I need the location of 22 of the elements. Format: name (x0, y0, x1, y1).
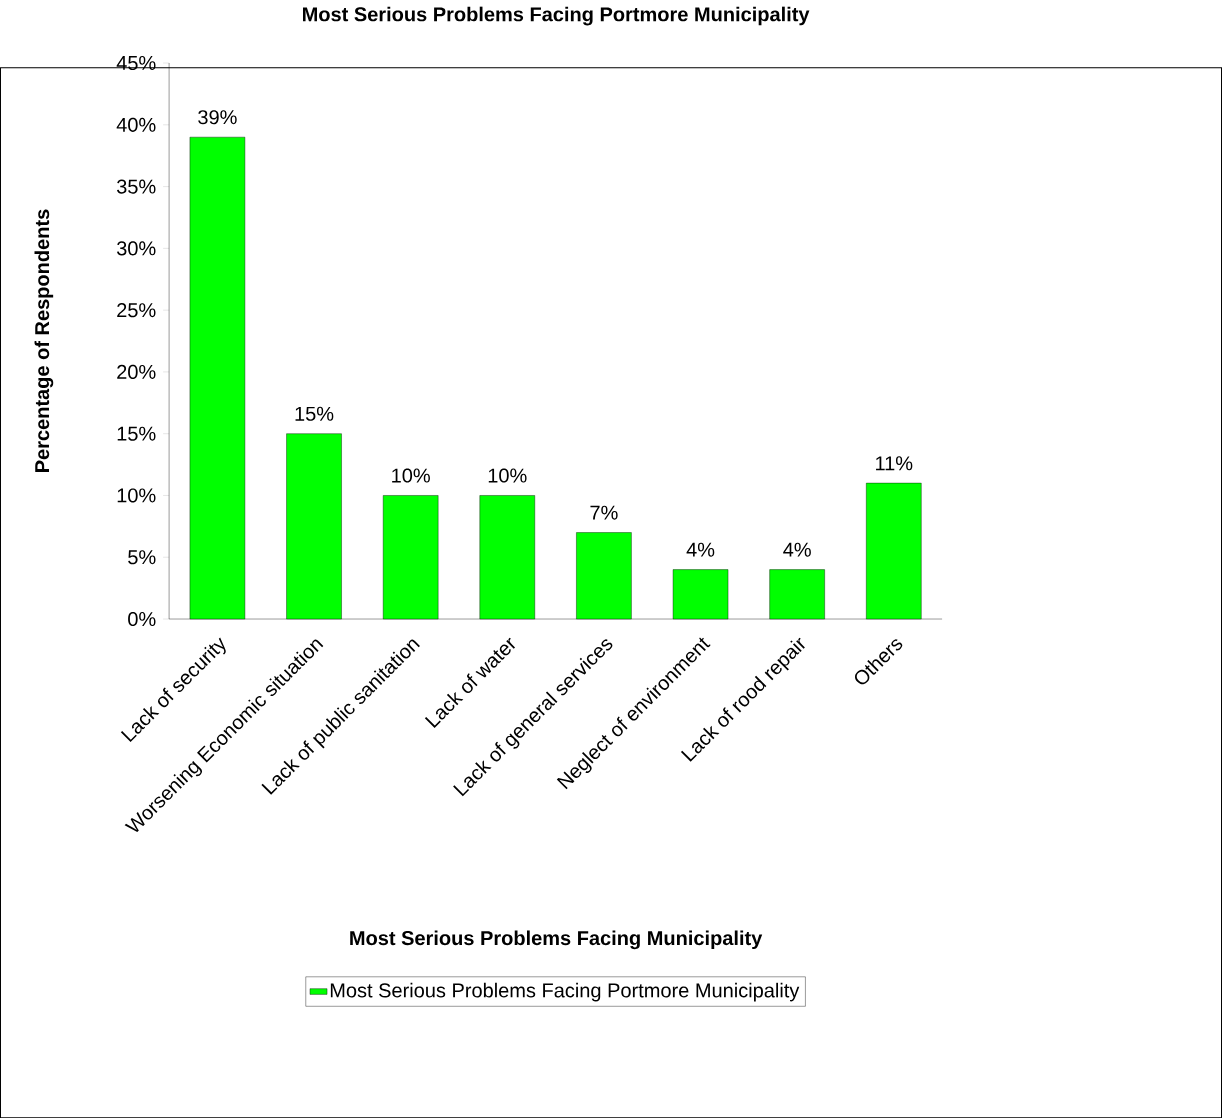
data-label: 10% (392, 468, 430, 483)
legend-label: Most Serious Problems Facing Portmore Municipality (330, 982, 800, 1002)
data-label: 7% (590, 505, 618, 520)
y-tick-label: 45% (116, 55, 156, 70)
y-tick-label: 15% (117, 426, 156, 441)
y-tick-label: 5% (128, 550, 156, 565)
y-tick-label: 20% (117, 364, 156, 379)
data-label: 10% (488, 468, 527, 483)
y-tick-label: 35% (116, 179, 156, 194)
data-label: 4% (783, 542, 811, 557)
y-tick-label: 40% (116, 117, 156, 132)
x-axis-title: Most Serious Problems Facing Municipality (350, 930, 763, 950)
data-label: 15% (295, 406, 334, 421)
data-label: 39% (198, 110, 237, 125)
y-tick-label: 0% (128, 611, 156, 627)
y-axis-title: Percentage of Respondents (34, 209, 54, 472)
y-tick-label: 10% (117, 488, 156, 503)
y-tick-label: 25% (117, 302, 156, 318)
data-label: 11% (876, 456, 913, 471)
chart-title: Most Serious Problems Facing Portmore Municipality (303, 6, 810, 26)
data-label: 4% (686, 542, 715, 557)
y-tick-label: 30% (116, 241, 156, 256)
